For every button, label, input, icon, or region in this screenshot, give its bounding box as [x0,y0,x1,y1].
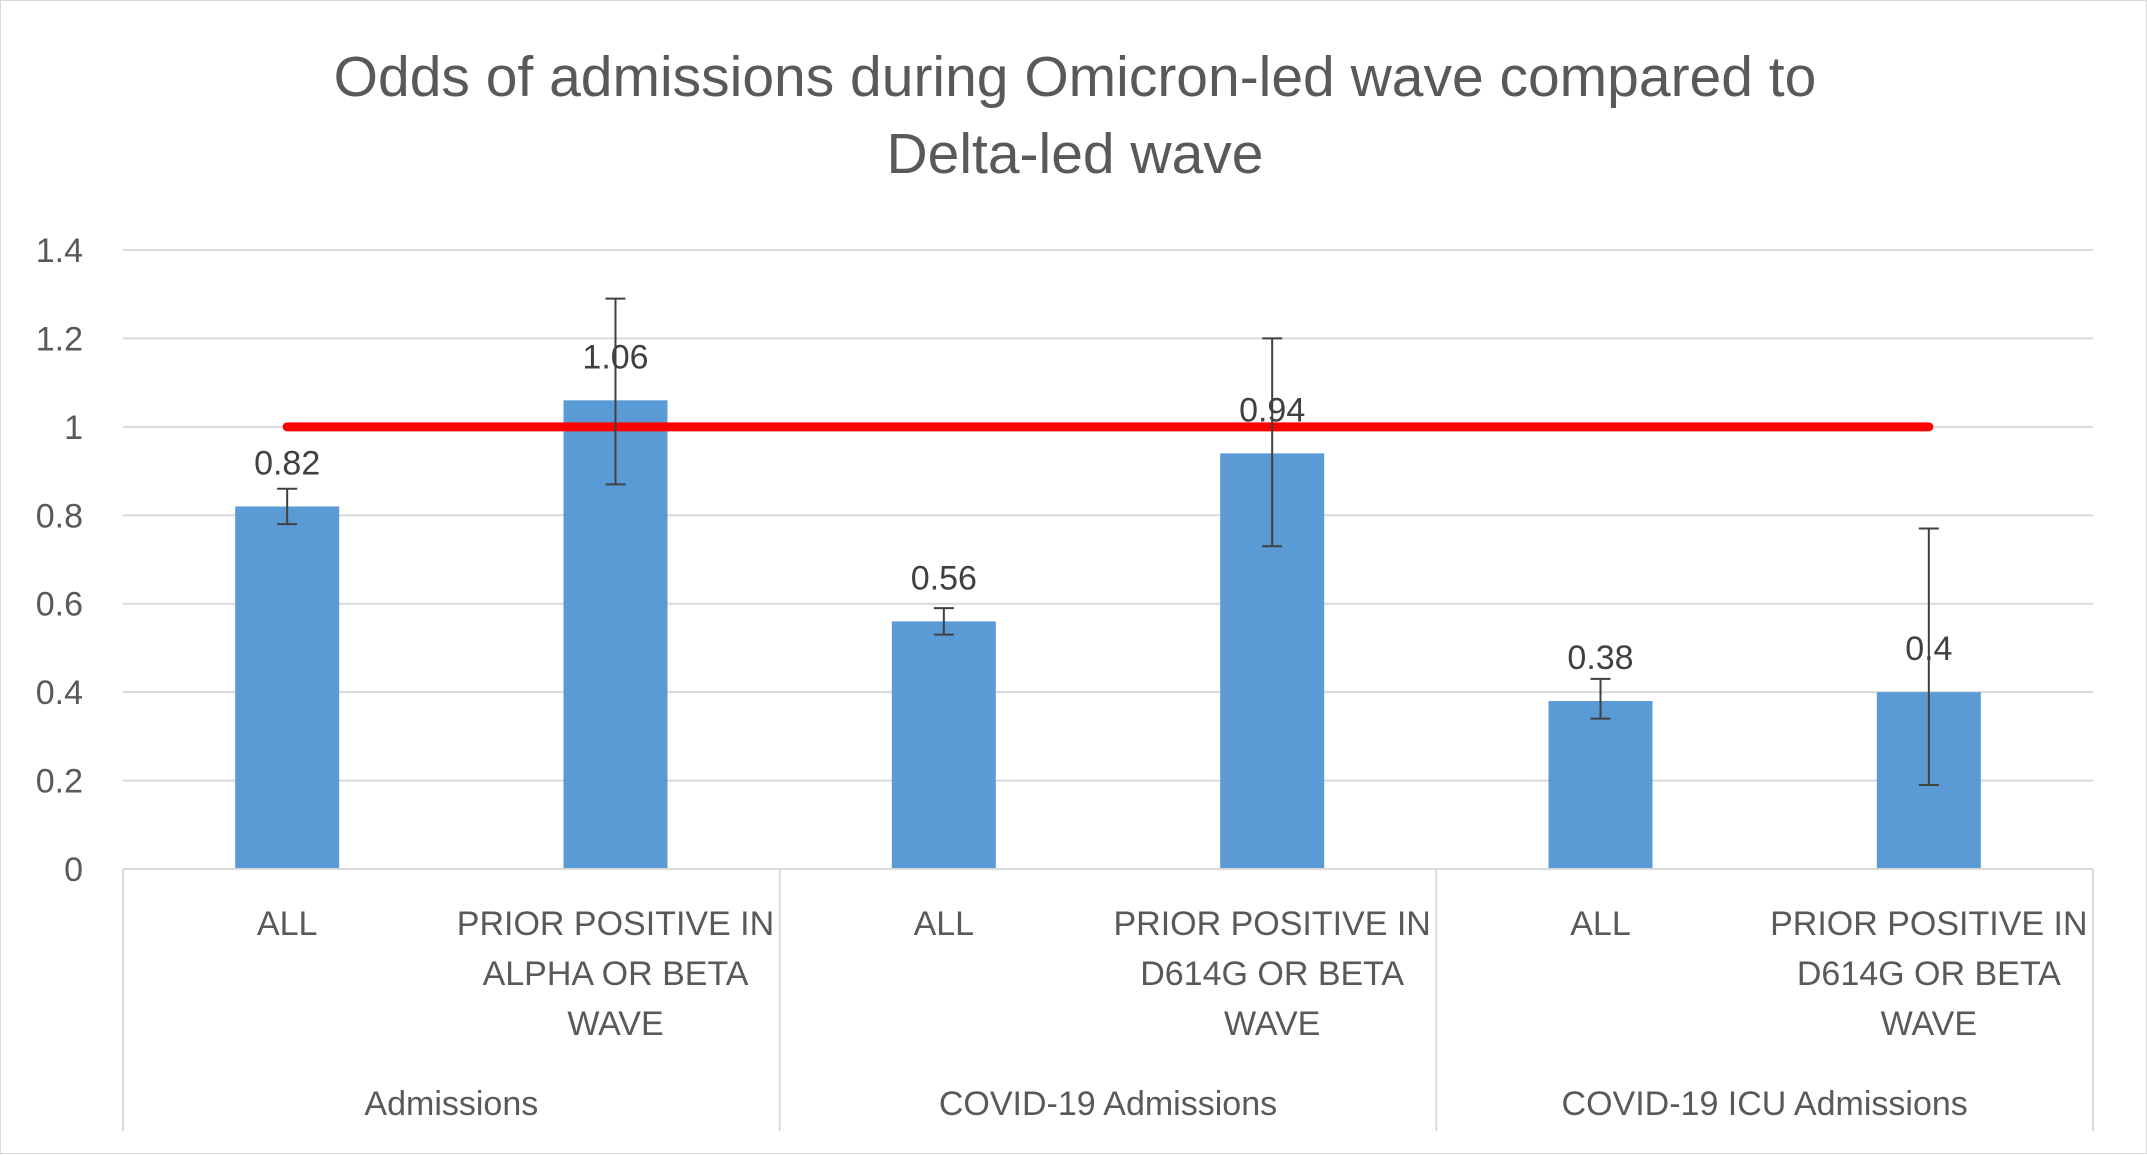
y-tick-label: 0.8 [36,497,83,535]
y-axis-tick-labels: 0 0.2 0.4 0.6 0.8 1 1.2 1.4 [36,232,83,889]
data-label: 1.06 [582,338,648,376]
bars [235,400,1981,869]
category-label: WAVE [1224,1005,1320,1043]
y-tick-label: 0.4 [36,674,83,712]
error-bar [933,607,954,636]
category-label: WAVE [1881,1005,1977,1043]
category-labels: ALL PRIOR POSITIVE IN ALPHA OR BETA WAVE ALL… [257,905,2088,1043]
error-bar [1918,527,1939,786]
bar [891,621,996,869]
chart-title: Odds of admissions during Omicron-led wa… [334,45,1817,186]
category-axis [122,868,2094,1131]
error-bar [277,487,298,526]
error-bar [605,297,626,486]
gridlines [123,249,2093,782]
error-bars [277,297,1939,786]
y-tick-label: 0 [64,851,83,889]
data-label: 0.4 [1905,630,1952,668]
error-bar [1262,337,1283,548]
category-label: PRIOR POSITIVE IN [457,905,774,943]
category-label: ALPHA OR BETA [483,955,749,993]
y-tick-label: 0.2 [36,763,83,801]
data-labels: 0.82 1.06 0.56 0.94 0.38 0.4 [254,338,1952,677]
bar [1548,700,1653,869]
group-label: COVID-19 ICU Admissions [1562,1085,1968,1123]
data-label: 0.82 [254,444,320,482]
data-label: 0.38 [1567,639,1633,677]
group-label: COVID-19 Admissions [939,1085,1277,1123]
category-label: D614G OR BETA [1797,955,2061,993]
chart-title-line-1: Odds of admissions during Omicron-led wa… [334,45,1817,109]
y-tick-label: 0.6 [36,586,83,624]
group-label: Admissions [364,1085,538,1123]
category-label: ALL [1570,905,1631,943]
category-label: ALL [914,905,975,943]
category-label: ALL [257,905,318,943]
category-label: WAVE [567,1005,663,1043]
y-tick-label: 1.2 [36,320,83,358]
y-tick-label: 1.4 [36,232,83,270]
bar [235,506,340,869]
category-label: PRIOR POSITIVE IN [1770,905,2087,943]
data-label: 0.56 [911,559,977,597]
error-bar [1590,677,1611,720]
category-label: PRIOR POSITIVE IN [1113,905,1430,943]
data-label: 0.94 [1239,391,1305,429]
chart-title-line-2: Delta-led wave [886,122,1263,186]
category-label: D614G OR BETA [1140,955,1404,993]
group-labels: Admissions COVID-19 Admissions COVID-19 IC… [364,1085,1967,1123]
y-tick-label: 1 [64,409,83,447]
